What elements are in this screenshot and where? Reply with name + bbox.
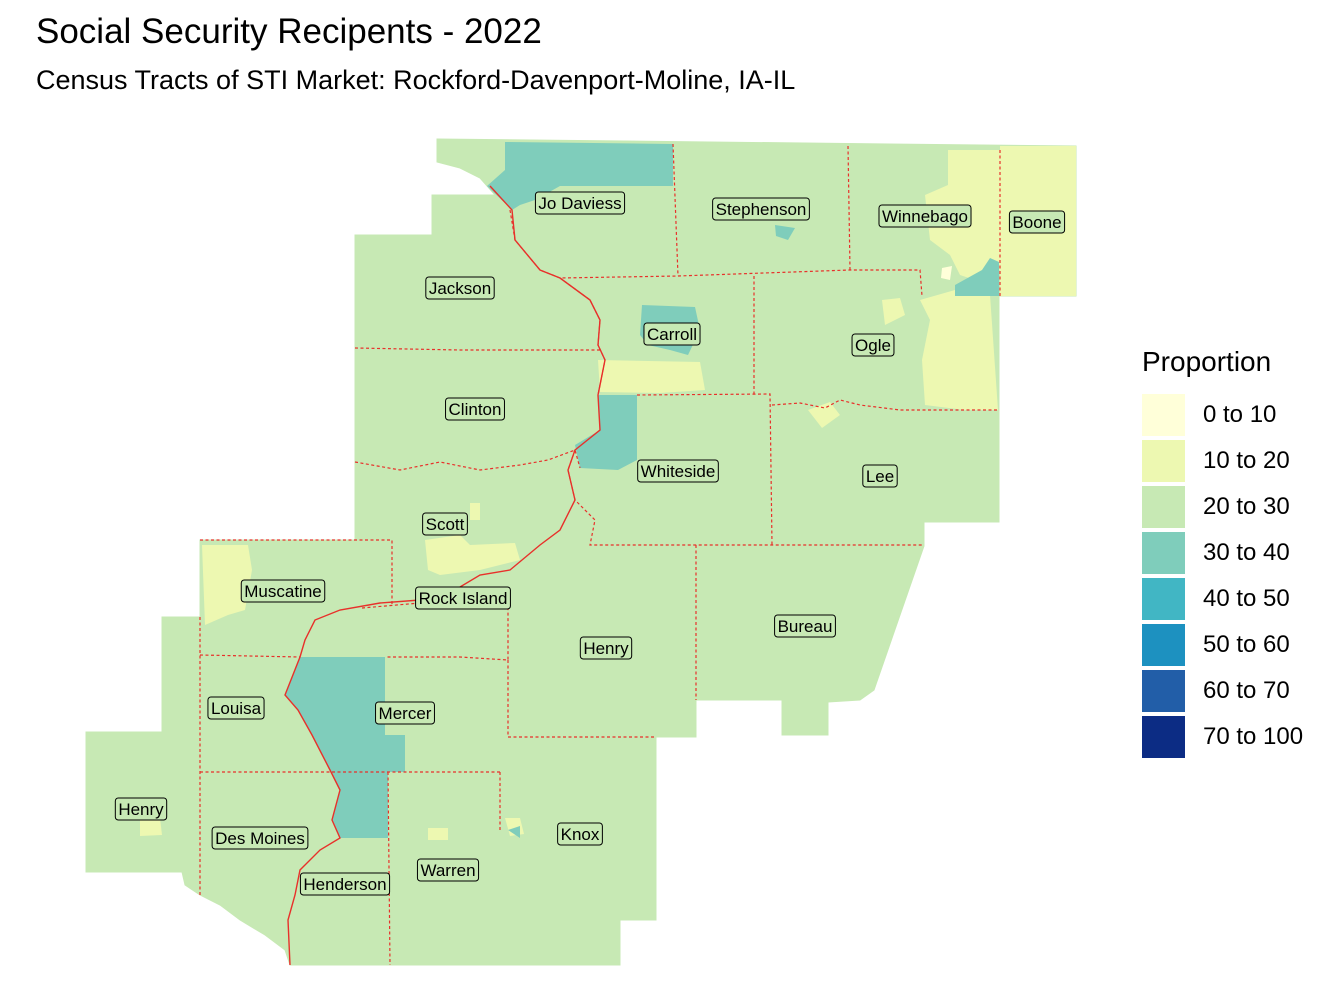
county-label: Mercer bbox=[375, 701, 435, 725]
county-name: Stephenson bbox=[716, 200, 807, 219]
county-name: Henderson bbox=[303, 875, 386, 894]
county-name: Henry bbox=[583, 639, 629, 658]
county-label-box bbox=[211, 826, 309, 850]
county-name: Rock Island bbox=[419, 589, 508, 608]
county-label: Jo Daviess bbox=[534, 191, 626, 215]
county-name: Jackson bbox=[429, 279, 491, 298]
legend-label: 50 to 60 bbox=[1203, 631, 1290, 658]
county-name: Whiteside bbox=[641, 462, 716, 481]
county-label-box bbox=[299, 872, 391, 896]
county-label: Louisa bbox=[207, 696, 265, 720]
legend-item: 60 to 70 bbox=[1142, 668, 1303, 714]
legend-label: 60 to 70 bbox=[1203, 677, 1290, 704]
legend-item: 40 to 50 bbox=[1142, 576, 1303, 622]
legend-title: Proportion bbox=[1142, 346, 1272, 377]
county-label: Henry bbox=[114, 797, 168, 821]
county-name: Jo Daviess bbox=[538, 194, 621, 213]
legend-swatch bbox=[1142, 394, 1185, 436]
county-label-box bbox=[712, 197, 810, 221]
legend-label: 20 to 30 bbox=[1203, 493, 1290, 520]
legend-label: 30 to 40 bbox=[1203, 539, 1290, 566]
county-label: Knox bbox=[557, 822, 603, 846]
county-label-box bbox=[774, 614, 836, 638]
county-label-box bbox=[643, 322, 701, 346]
county-label: Stephenson bbox=[712, 197, 810, 221]
tract-0-to-10 bbox=[941, 266, 952, 280]
county-label-box bbox=[114, 797, 168, 821]
county-label: Muscatine bbox=[240, 579, 326, 603]
legend: Proportion 0 to 10 10 to 20 20 to 30 30 to … bbox=[1142, 342, 1303, 760]
county-label-box bbox=[878, 204, 972, 228]
county-name: Bureau bbox=[778, 617, 833, 636]
county-name: Ogle bbox=[855, 336, 891, 355]
legend-label: 0 to 10 bbox=[1203, 401, 1277, 428]
county-name: Des Moines bbox=[215, 829, 305, 848]
county-name: Carroll bbox=[647, 325, 697, 344]
county-label: Bureau bbox=[774, 614, 836, 638]
county-label-box bbox=[1008, 210, 1066, 234]
county-label-box bbox=[240, 579, 326, 603]
legend-item: 30 to 40 bbox=[1142, 530, 1303, 576]
county-label: Ogle bbox=[851, 333, 895, 357]
legend-label: 70 to 100 bbox=[1203, 723, 1304, 750]
legend-swatch bbox=[1142, 440, 1185, 482]
legend-items: 0 to 10 10 to 20 20 to 30 30 to 40 40 to 50 5… bbox=[1142, 392, 1303, 760]
legend-item: 50 to 60 bbox=[1142, 622, 1303, 668]
county-label-box bbox=[851, 333, 895, 357]
legend-swatch bbox=[1142, 716, 1185, 758]
county-label-box bbox=[375, 701, 435, 725]
county-label: Warren bbox=[416, 858, 480, 882]
map-subtitle: Census Tracts of STI Market: Rockford-Da… bbox=[36, 65, 796, 95]
county-label: Jackson bbox=[425, 276, 495, 300]
legend-swatch bbox=[1142, 670, 1185, 712]
county-name: Lee bbox=[866, 467, 894, 486]
county-label: Clinton bbox=[445, 397, 505, 421]
county-label: Des Moines bbox=[211, 826, 309, 850]
county-label: Whiteside bbox=[637, 459, 719, 483]
county-label: Winnebago bbox=[878, 204, 972, 228]
legend-item: 70 to 100 bbox=[1142, 714, 1303, 760]
county-label-box bbox=[422, 512, 468, 536]
county-labels: Jo Daviess Stephenson Winnebago Boone Jackso… bbox=[114, 191, 1066, 896]
county-label-box bbox=[415, 586, 511, 610]
county-label-box bbox=[445, 397, 505, 421]
county-name: Winnebago bbox=[882, 207, 968, 226]
county-label: Henry bbox=[579, 636, 633, 660]
legend-item: 20 to 30 bbox=[1142, 484, 1303, 530]
county-label: Lee bbox=[862, 464, 898, 488]
county-name: Scott bbox=[426, 515, 465, 534]
county-label: Scott bbox=[422, 512, 468, 536]
county-name: Muscatine bbox=[244, 582, 321, 601]
legend-label: 40 to 50 bbox=[1203, 585, 1290, 612]
county-label-box bbox=[557, 822, 603, 846]
county-label: Henderson bbox=[299, 872, 391, 896]
county-label: Rock Island bbox=[415, 586, 511, 610]
county-label-box bbox=[425, 276, 495, 300]
county-name: Louisa bbox=[211, 699, 262, 718]
legend-swatch bbox=[1142, 624, 1185, 666]
county-label-box bbox=[534, 191, 626, 215]
legend-swatch bbox=[1142, 578, 1185, 620]
legend-item: 10 to 20 bbox=[1142, 438, 1303, 484]
county-label-box bbox=[416, 858, 480, 882]
county-name: Henry bbox=[118, 800, 164, 819]
legend-label: 10 to 20 bbox=[1203, 447, 1290, 474]
legend-item: 0 to 10 bbox=[1142, 392, 1303, 438]
county-name: Mercer bbox=[379, 704, 432, 723]
county-name: Warren bbox=[420, 861, 475, 880]
county-name: Boone bbox=[1012, 213, 1061, 232]
county-label-box bbox=[862, 464, 898, 488]
legend-swatch bbox=[1142, 486, 1185, 528]
county-name: Knox bbox=[561, 825, 600, 844]
county-label-box bbox=[637, 459, 719, 483]
county-label-box bbox=[207, 696, 265, 720]
legend-swatch bbox=[1142, 532, 1185, 574]
map-title: Social Security Recipents - 2022 bbox=[36, 12, 542, 51]
county-name: Clinton bbox=[449, 400, 502, 419]
county-label-box bbox=[579, 636, 633, 660]
county-label: Carroll bbox=[643, 322, 701, 346]
county-label: Boone bbox=[1008, 210, 1066, 234]
